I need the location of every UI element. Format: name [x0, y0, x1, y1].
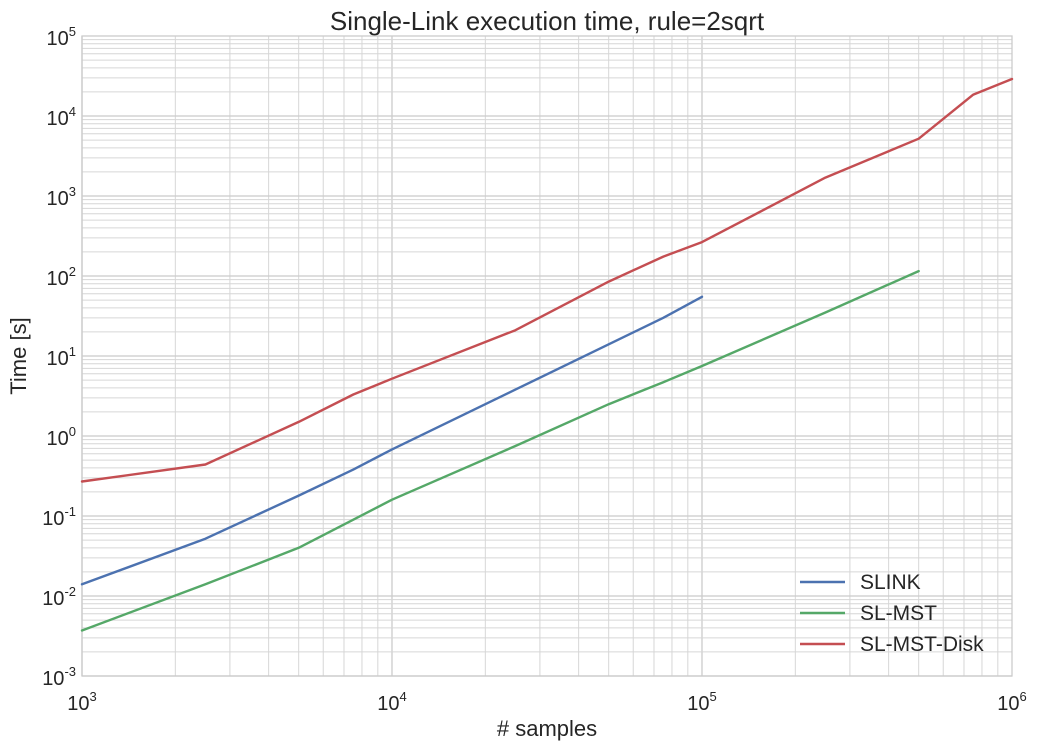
- x-tick-label: 104: [377, 689, 406, 715]
- series-lines: [80, 77, 1014, 632]
- legend-label: SLINK: [860, 571, 921, 594]
- legend-label: SL-MST-Disk: [860, 633, 984, 656]
- series-line-sl-mst: [80, 269, 920, 632]
- x-tick-label: 103: [67, 689, 96, 715]
- chart-title: Single-Link execution time, rule=2sqrt: [330, 6, 765, 36]
- plot-area-frame: [81, 35, 1013, 677]
- x-axis-label: # samples: [497, 716, 597, 741]
- y-tick-label: 100: [47, 424, 76, 450]
- legend-label: SL-MST: [860, 602, 937, 625]
- y-tick-label: 104: [47, 104, 76, 130]
- y-tick-label: 101: [47, 344, 76, 370]
- x-tick-label: 106: [997, 689, 1026, 715]
- y-tick-label: 10-2: [42, 584, 76, 610]
- grid: [81, 36, 1012, 677]
- legend: SLINK SL-MST SL-MST-Disk: [800, 571, 984, 656]
- y-tick-label: 102: [47, 264, 76, 290]
- series-line-sl-mst-disk: [80, 77, 1014, 483]
- y-tick-label: 10-3: [42, 664, 76, 690]
- x-tick-labels: 103 104 105 106: [67, 689, 1026, 715]
- series-line-slink: [80, 295, 704, 586]
- y-tick-label: 103: [47, 184, 76, 210]
- x-tick-label: 105: [687, 689, 716, 715]
- y-tick-label: 10-1: [42, 504, 76, 530]
- y-tick-labels: 10-3 10-2 10-1 100 101 102 103 104 105: [42, 24, 76, 690]
- y-tick-label: 105: [47, 24, 76, 50]
- y-axis-label: Time [s]: [6, 317, 31, 394]
